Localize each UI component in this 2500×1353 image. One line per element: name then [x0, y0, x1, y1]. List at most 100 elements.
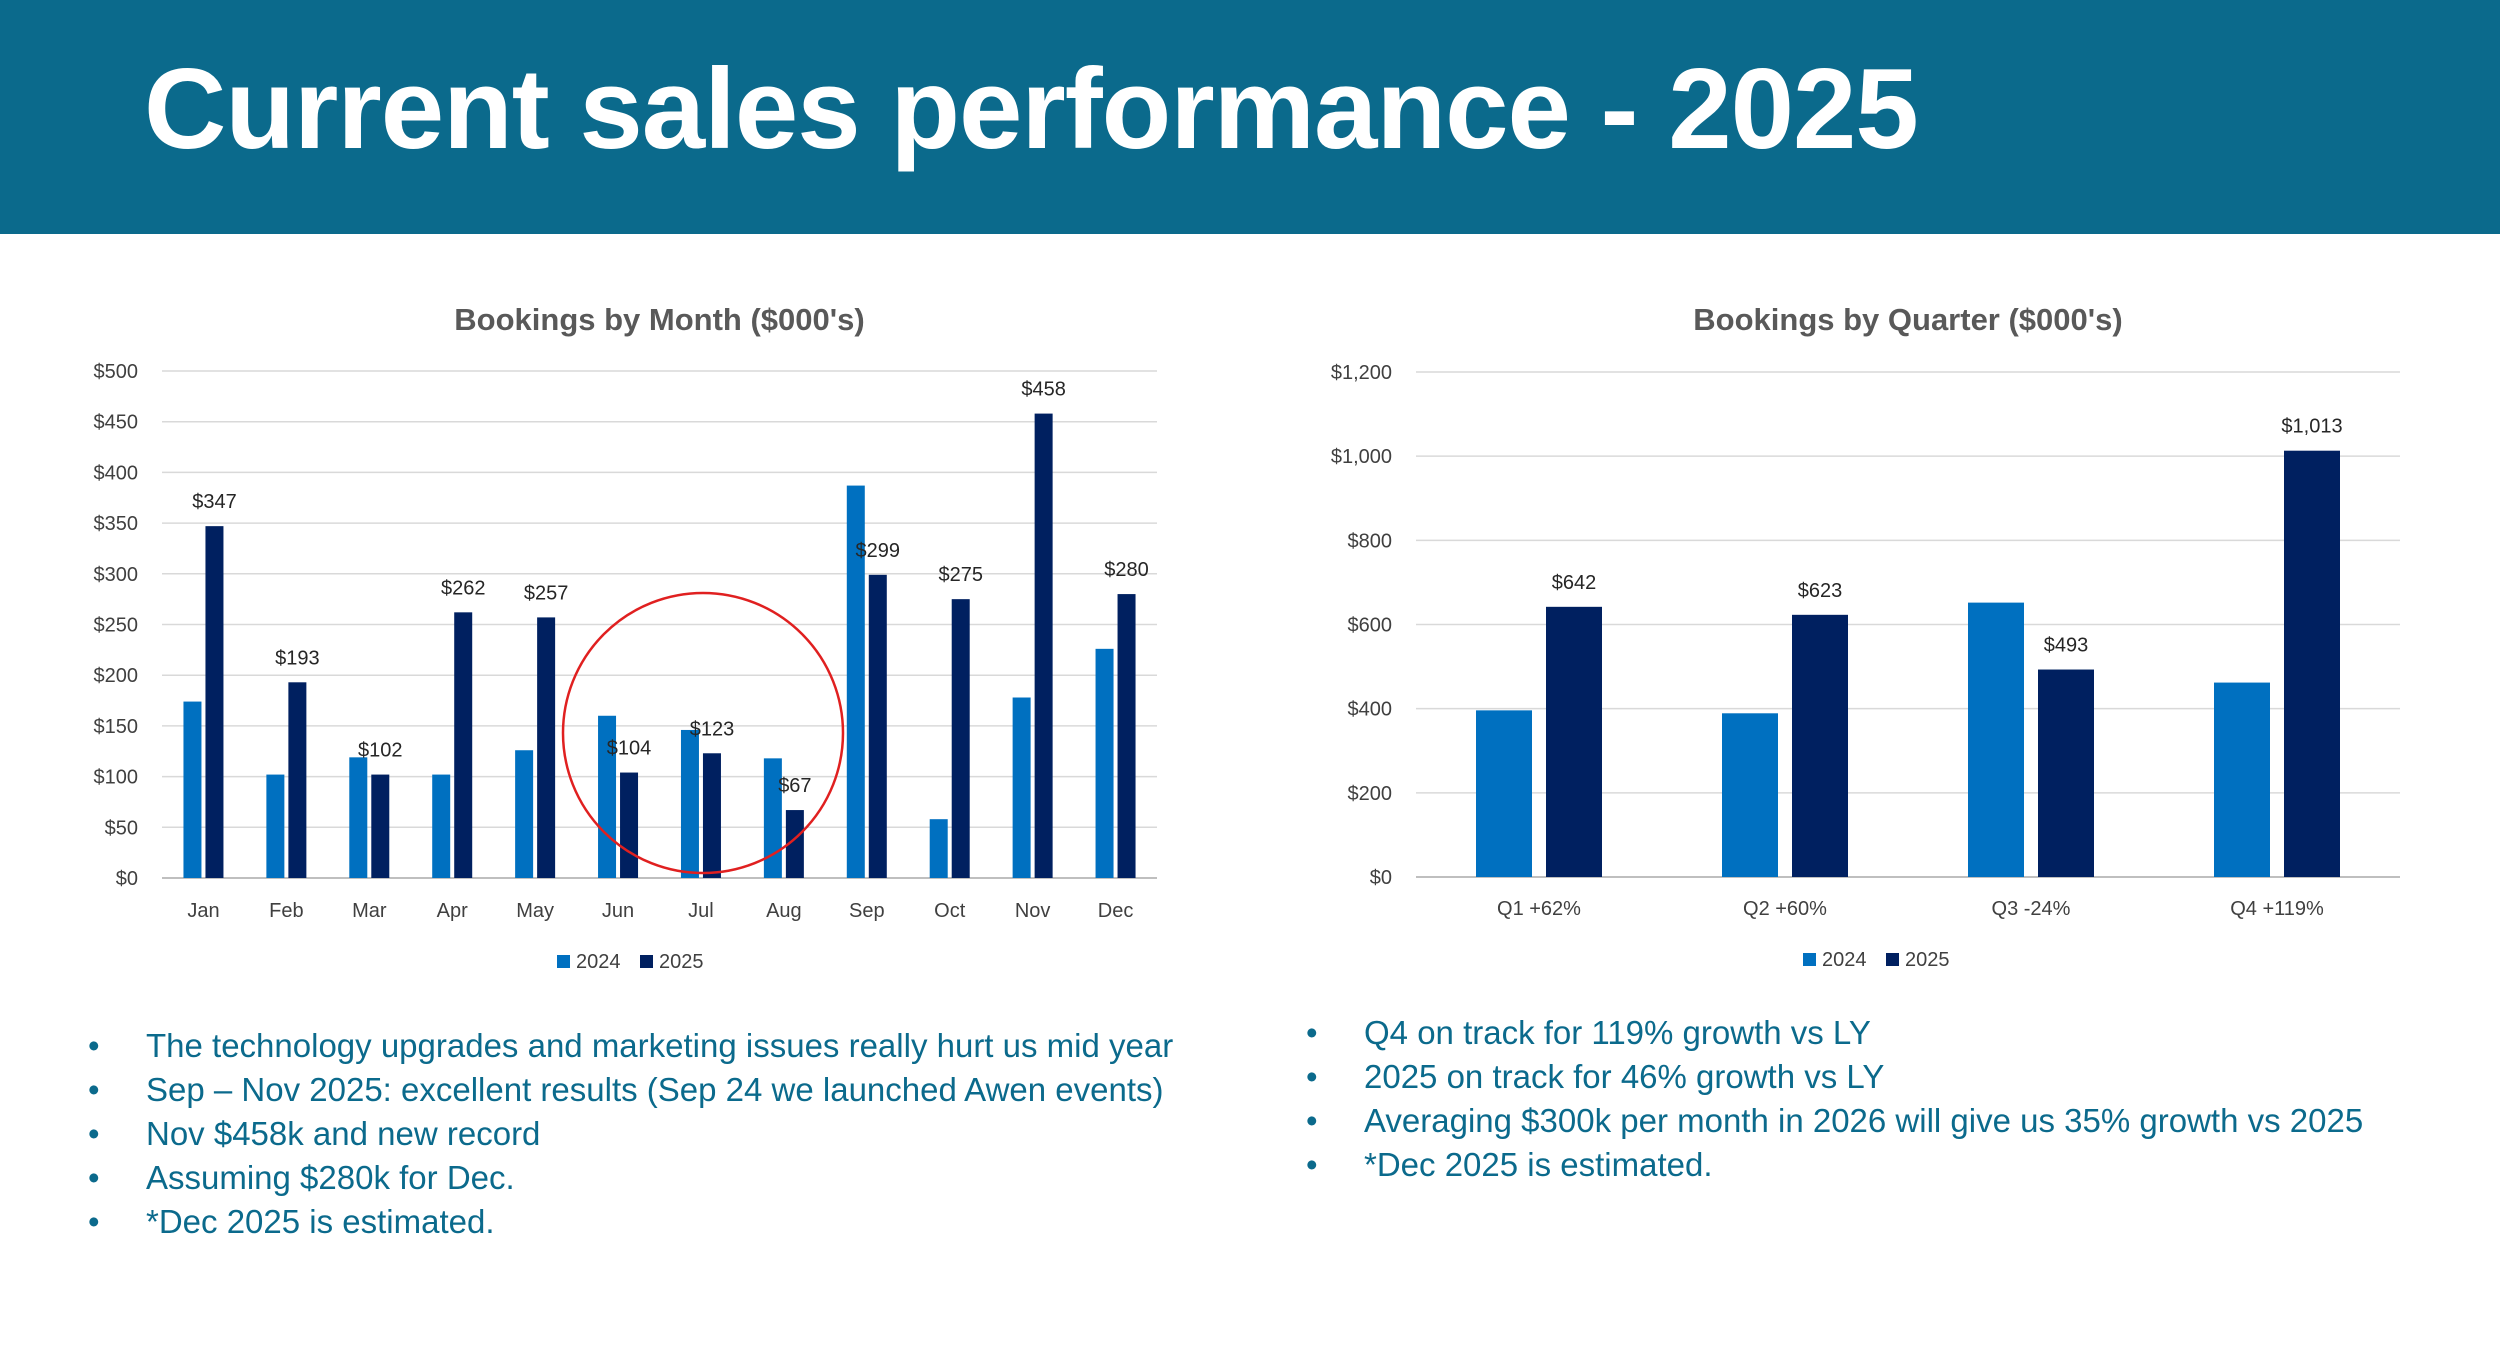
- bar-2025: [2284, 450, 2340, 877]
- bar-2024: [266, 774, 285, 878]
- data-label: $104: [607, 738, 652, 760]
- bar-2025: [951, 599, 970, 878]
- x-tick-label: Jan: [187, 900, 219, 922]
- y-tick-label: $500: [94, 361, 139, 383]
- y-tick-label: $250: [94, 615, 139, 637]
- x-tick-label: May: [516, 900, 554, 922]
- data-label: $1,013: [2281, 416, 2342, 438]
- bar-2024: [763, 758, 782, 878]
- bookings-by-month-chart: Bookings by Month ($000's) $0 $50 $100 $150 $…: [94, 302, 1157, 973]
- data-label: $347: [192, 491, 237, 513]
- y-tick-label: $800: [1348, 530, 1393, 552]
- y-tick-label: $150: [94, 716, 139, 738]
- bar-2025: [620, 772, 639, 878]
- bullet-item: *Dec 2025 is estimated.: [88, 1200, 1173, 1244]
- data-label: $299: [856, 540, 901, 562]
- y-tick-label: $450: [94, 412, 139, 434]
- bullet-item: *Dec 2025 is estimated.: [1306, 1143, 2363, 1187]
- x-tick-label: Mar: [352, 900, 387, 922]
- bar-2024: [929, 819, 948, 878]
- y-tick-label: $0: [116, 868, 138, 890]
- y-tick-label: $200: [1348, 783, 1393, 805]
- bar-2025: [454, 612, 473, 878]
- data-label: $642: [1552, 572, 1597, 594]
- page-title: Current sales performance - 2025: [144, 46, 1919, 173]
- legend-swatch-2024: [1803, 953, 1816, 966]
- legend-label: 2024: [576, 951, 621, 973]
- bullet-item: Nov $458k and new record: [88, 1112, 1173, 1156]
- y-tick-label: $400: [94, 462, 139, 484]
- data-label: $262: [441, 577, 486, 599]
- x-tick-label: Apr: [437, 900, 468, 922]
- bar-2025: [1117, 594, 1136, 878]
- bar-2025: [537, 617, 556, 878]
- bar-2024: [1095, 648, 1114, 878]
- bar-2025: [1034, 413, 1053, 878]
- legend-swatch-2025: [1886, 953, 1899, 966]
- x-tick-label: Feb: [269, 900, 303, 922]
- bar-2025: [371, 774, 390, 878]
- bar-2025: [868, 574, 887, 878]
- x-tick-label: Sep: [849, 900, 885, 922]
- legend-swatch-2024: [557, 955, 570, 968]
- bookings-by-quarter-chart: Bookings by Quarter ($000's) $0 $200 $400 $6…: [1331, 302, 2400, 971]
- bullets-right: Q4 on track for 119% growth vs LY 2025 o…: [1306, 1011, 2363, 1187]
- bullet-item: Assuming $280k for Dec.: [88, 1156, 1173, 1200]
- bar-2025: [702, 753, 721, 878]
- x-tick-label: Oct: [934, 900, 966, 922]
- x-tick-label: Q3 -24%: [1992, 898, 2071, 920]
- bar-2024: [349, 757, 368, 878]
- x-tick-label: Q1 +62%: [1497, 898, 1581, 920]
- bullet-item: Averaging $300k per month in 2026 will g…: [1306, 1099, 2363, 1143]
- x-tick-label: Aug: [766, 900, 802, 922]
- bar-2024: [515, 750, 534, 878]
- data-label: $493: [2044, 635, 2089, 657]
- y-tick-label: $200: [94, 665, 139, 687]
- chart-title: Bookings by Quarter ($000's): [1693, 302, 2122, 337]
- x-tick-label: Q4 +119%: [2230, 898, 2324, 920]
- y-tick-label: $100: [94, 767, 139, 789]
- y-tick-label: $400: [1348, 699, 1393, 721]
- bar-2025: [205, 526, 224, 878]
- bar-2025: [288, 682, 307, 878]
- y-tick-label: $50: [105, 817, 138, 839]
- data-label: $275: [938, 564, 983, 586]
- chart-title: Bookings by Month ($000's): [454, 302, 864, 337]
- bar-2024: [1476, 710, 1532, 877]
- bar-2025: [1792, 614, 1848, 877]
- bullet-item: Sep – Nov 2025: excellent results (Sep 2…: [88, 1068, 1173, 1112]
- legend-label: 2024: [1822, 949, 1867, 971]
- data-label: $257: [524, 582, 569, 604]
- y-tick-label: $600: [1348, 615, 1393, 637]
- x-tick-label: Jun: [602, 900, 634, 922]
- bar-2024: [183, 701, 202, 878]
- y-tick-label: $1,000: [1331, 446, 1392, 468]
- bar-2024: [846, 485, 865, 878]
- legend-label: 2025: [1905, 949, 1950, 971]
- x-tick-label: Dec: [1098, 900, 1134, 922]
- bar-2024: [2214, 682, 2270, 877]
- bar-2024: [1968, 602, 2024, 877]
- legend-swatch-2025: [640, 955, 653, 968]
- data-label: $458: [1021, 379, 1066, 401]
- y-tick-label: $350: [94, 513, 139, 535]
- highlight-circle: [561, 591, 845, 875]
- data-label: $280: [1104, 559, 1149, 581]
- data-label: $623: [1798, 580, 1843, 602]
- data-label: $193: [275, 647, 320, 669]
- y-tick-label: $1,200: [1331, 362, 1392, 384]
- bar-2025: [1546, 606, 1602, 877]
- bar-2024: [432, 774, 451, 878]
- x-tick-label: Nov: [1015, 900, 1051, 922]
- y-tick-label: $0: [1370, 867, 1392, 889]
- x-tick-label: Q2 +60%: [1743, 898, 1827, 920]
- y-tick-label: $300: [94, 564, 139, 586]
- bullet-item: 2025 on track for 46% growth vs LY: [1306, 1055, 2363, 1099]
- bar-2024: [1012, 697, 1031, 878]
- bar-2024: [680, 729, 699, 878]
- bullet-item: Q4 on track for 119% growth vs LY: [1306, 1011, 2363, 1055]
- bullets-left: The technology upgrades and marketing is…: [88, 1024, 1173, 1244]
- bullet-item: The technology upgrades and marketing is…: [88, 1024, 1173, 1068]
- header-banner: Current sales performance - 2025: [0, 0, 2500, 234]
- bar-2025: [785, 810, 804, 878]
